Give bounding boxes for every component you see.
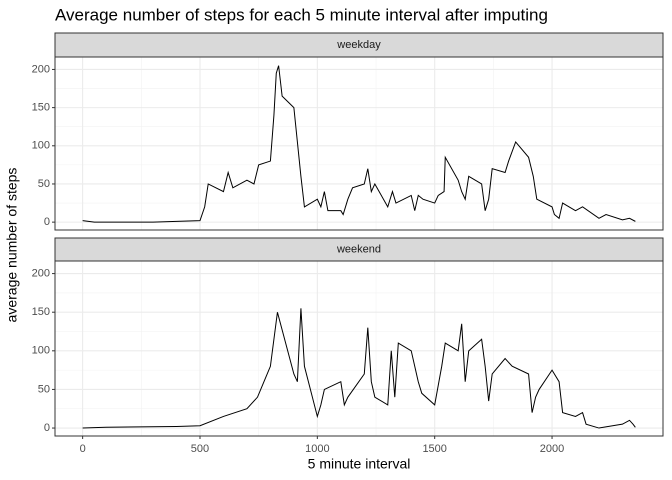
strip-label: weekend bbox=[336, 243, 381, 255]
y-tick-label: 50 bbox=[38, 178, 50, 190]
y-tick-label: 50 bbox=[38, 383, 50, 395]
x-tick-label: 1500 bbox=[422, 443, 446, 455]
y-tick-label: 150 bbox=[32, 102, 50, 114]
chart-title: Average number of steps for each 5 minut… bbox=[55, 5, 548, 24]
y-tick-label: 200 bbox=[32, 267, 50, 279]
strip-label: weekday bbox=[336, 39, 381, 51]
x-axis-label: 5 minute interval bbox=[308, 456, 411, 472]
strip bbox=[54, 32, 664, 58]
x-tick-label: 1000 bbox=[305, 443, 329, 455]
x-tick-label: 500 bbox=[191, 443, 209, 455]
line bbox=[82, 308, 636, 429]
line bbox=[82, 65, 636, 223]
y-axis-label: average number of steps bbox=[4, 168, 20, 323]
y-tick-label: 100 bbox=[32, 140, 50, 152]
y-tick-label: 150 bbox=[32, 306, 50, 318]
y-tick-label: 0 bbox=[44, 422, 50, 434]
y-tick-label: 0 bbox=[44, 216, 50, 228]
y-tick-label: 100 bbox=[32, 345, 50, 357]
x-tick-label: 2000 bbox=[540, 443, 564, 455]
x-tick-label: 0 bbox=[80, 443, 86, 455]
y-tick-label: 200 bbox=[32, 63, 50, 75]
panel-border bbox=[54, 260, 664, 437]
panel-border bbox=[54, 56, 664, 231]
